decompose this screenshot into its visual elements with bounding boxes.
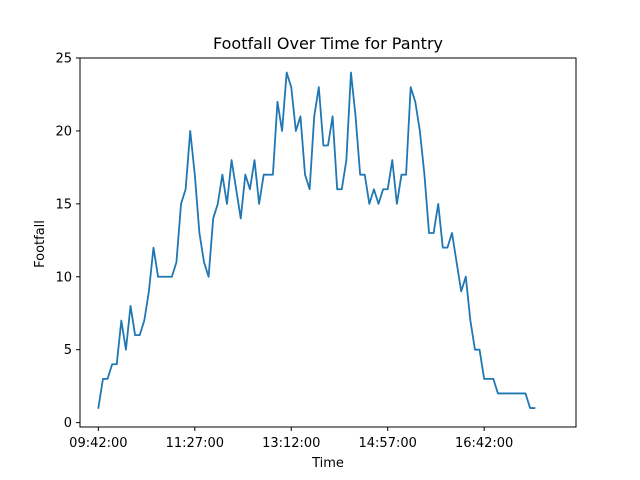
x-tick-label: 14:57:00 <box>359 436 417 451</box>
x-axis-title: Time <box>311 456 344 471</box>
y-axis: 0 5 10 15 20 25 <box>55 52 80 431</box>
x-tick-label: 16:42:00 <box>455 436 513 451</box>
x-tick-label: 11:27:00 <box>166 436 224 451</box>
y-axis-title: Footfall <box>33 220 48 268</box>
x-axis: 09:42:00 11:27:00 13:12:00 14:57:00 16:42:00 <box>69 427 513 451</box>
y-tick-label: 0 <box>64 416 72 431</box>
plot-frame <box>79 57 577 428</box>
y-tick-label: 10 <box>55 270 72 285</box>
series-line <box>97 71 536 409</box>
y-tick-label: 25 <box>55 52 72 67</box>
y-tick-label: 15 <box>55 197 72 212</box>
x-tick-label: 13:12:00 <box>262 436 320 451</box>
plot-area <box>97 71 536 409</box>
x-tick-label: 09:42:00 <box>69 436 127 451</box>
chart-title: Footfall Over Time for Pantry <box>213 34 443 53</box>
y-tick-label: 5 <box>64 343 72 358</box>
y-tick-label: 20 <box>55 124 72 139</box>
